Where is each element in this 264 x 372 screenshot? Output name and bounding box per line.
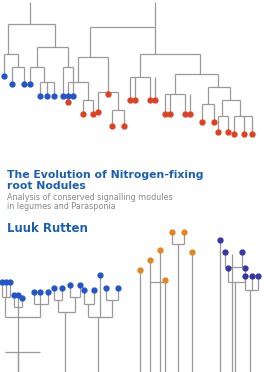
Text: Analysis of conserved signalling modules: Analysis of conserved signalling modules: [7, 193, 173, 202]
Text: Luuk Rutten: Luuk Rutten: [7, 222, 88, 235]
Text: root Nodules: root Nodules: [7, 181, 86, 191]
Text: in legumes and Parasponia: in legumes and Parasponia: [7, 202, 116, 211]
Text: The Evolution of Nitrogen-fixing: The Evolution of Nitrogen-fixing: [7, 170, 204, 180]
